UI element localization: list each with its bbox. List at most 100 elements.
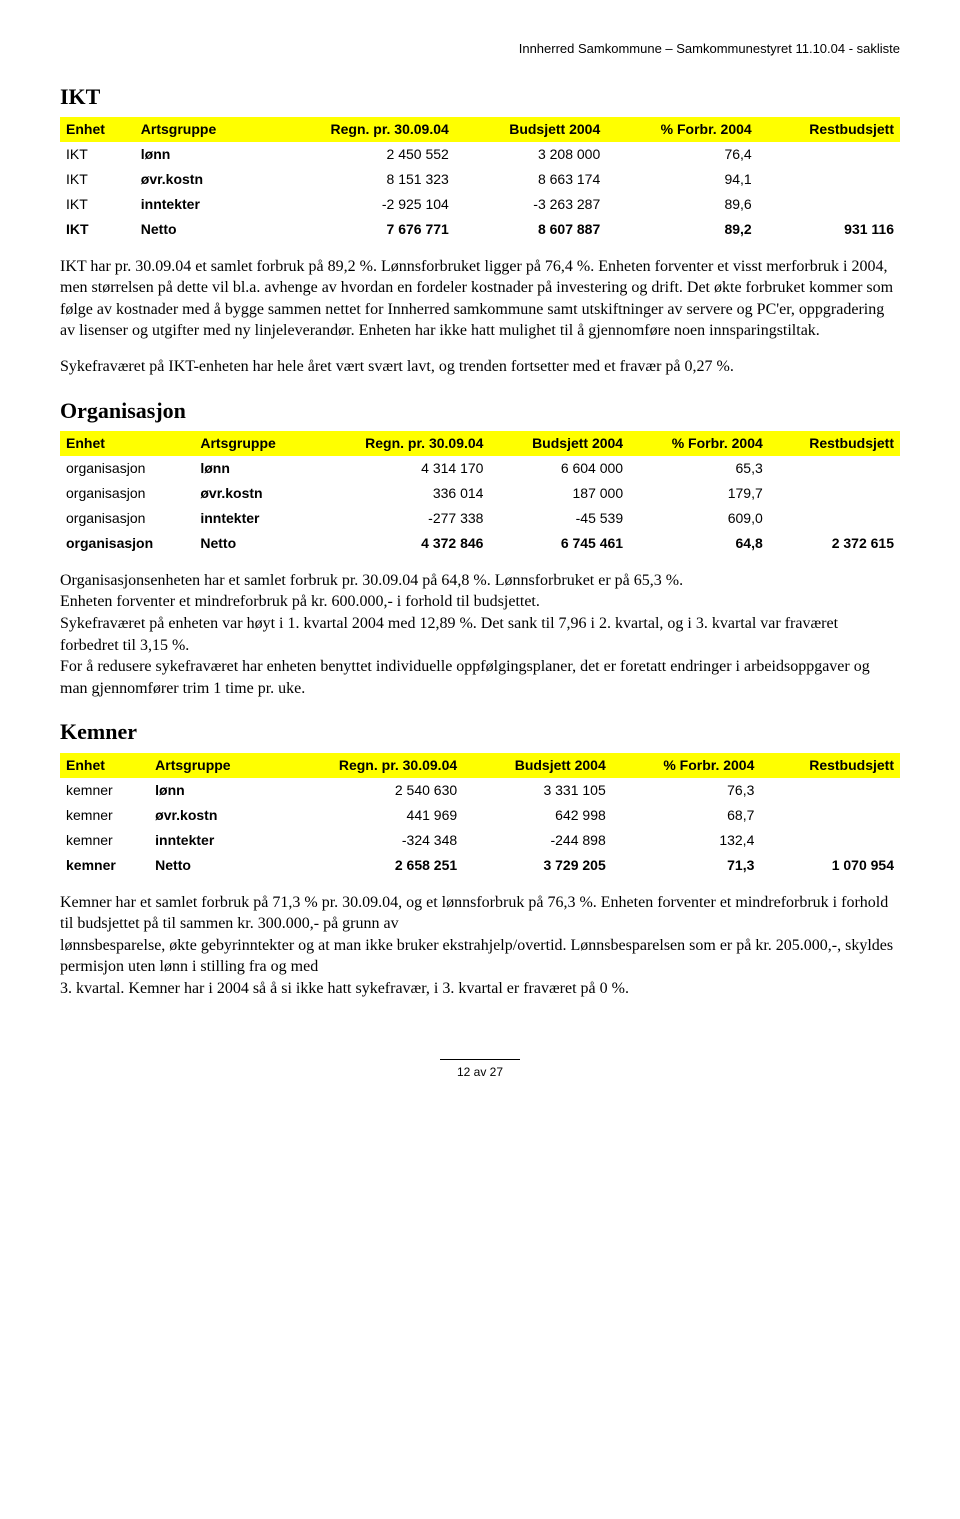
- col-budsjett: Budsjett 2004: [489, 431, 629, 456]
- page-footer: 12 av 27: [440, 1059, 520, 1080]
- table-header-row: Enhet Artsgruppe Regn. pr. 30.09.04 Buds…: [60, 431, 900, 456]
- cell-budsjett: 8 607 887: [455, 217, 606, 242]
- table-row: organisasjonlønn4 314 1706 604 00065,3: [60, 456, 900, 481]
- cell-forbr: 64,8: [629, 531, 769, 556]
- cell-enhet: organisasjon: [60, 481, 194, 506]
- cell-artsgruppe: lønn: [149, 778, 275, 803]
- cell-regn: 8 151 323: [263, 167, 455, 192]
- cell-budsjett: -244 898: [463, 828, 612, 853]
- cell-regn: -277 338: [313, 506, 490, 531]
- ikt-paragraph-2: Sykefraværet på IKT-enheten har hele åre…: [60, 356, 900, 378]
- table-row: organisasjoninntekter-277 338-45 539609,…: [60, 506, 900, 531]
- cell-budsjett: 6 745 461: [489, 531, 629, 556]
- cell-artsgruppe: lønn: [135, 142, 264, 167]
- cell-budsjett: 3 208 000: [455, 142, 606, 167]
- cell-enhet: IKT: [60, 142, 135, 167]
- cell-enhet: kemner: [60, 828, 149, 853]
- col-budsjett: Budsjett 2004: [463, 753, 612, 778]
- cell-artsgruppe: lønn: [194, 456, 313, 481]
- cell-regn: 4 314 170: [313, 456, 490, 481]
- col-forbr: % Forbr. 2004: [629, 431, 769, 456]
- cell-regn: 2 540 630: [275, 778, 463, 803]
- cell-rest: [760, 803, 900, 828]
- cell-regn: 7 676 771: [263, 217, 455, 242]
- cell-enhet: organisasjon: [60, 531, 194, 556]
- cell-budsjett: 3 729 205: [463, 853, 612, 878]
- table-header-row: Enhet Artsgruppe Regn. pr. 30.09.04 Buds…: [60, 753, 900, 778]
- table-header-row: Enhet Artsgruppe Regn. pr. 30.09.04 Buds…: [60, 117, 900, 142]
- cell-enhet: IKT: [60, 217, 135, 242]
- col-rest: Restbudsjett: [769, 431, 900, 456]
- cell-rest: [760, 778, 900, 803]
- kemner-table: Enhet Artsgruppe Regn. pr. 30.09.04 Buds…: [60, 753, 900, 877]
- section-title-ikt: IKT: [60, 82, 900, 112]
- cell-artsgruppe: inntekter: [135, 192, 264, 217]
- cell-forbr: 71,3: [612, 853, 761, 878]
- cell-enhet: organisasjon: [60, 456, 194, 481]
- col-regn: Regn. pr. 30.09.04: [275, 753, 463, 778]
- organisasjon-table-body: organisasjonlønn4 314 1706 604 00065,3or…: [60, 456, 900, 556]
- organisasjon-paragraph-2: Enheten forventer et mindreforbruk på kr…: [60, 591, 900, 613]
- cell-rest: 931 116: [758, 217, 900, 242]
- cell-rest: [769, 481, 900, 506]
- ikt-table: Enhet Artsgruppe Regn. pr. 30.09.04 Buds…: [60, 117, 900, 241]
- cell-regn: 2 658 251: [275, 853, 463, 878]
- col-artsgruppe: Artsgruppe: [194, 431, 313, 456]
- table-row: organisasjonøvr.kostn336 014187 000179,7: [60, 481, 900, 506]
- cell-rest: [760, 828, 900, 853]
- cell-budsjett: 8 663 174: [455, 167, 606, 192]
- col-rest: Restbudsjett: [758, 117, 900, 142]
- table-row: kemnerNetto2 658 2513 729 20571,31 070 9…: [60, 853, 900, 878]
- col-budsjett: Budsjett 2004: [455, 117, 606, 142]
- kemner-paragraph-3: 3. kvartal. Kemner har i 2004 så å si ik…: [60, 978, 900, 1000]
- table-row: IKTlønn2 450 5523 208 00076,4: [60, 142, 900, 167]
- organisasjon-paragraph-3: Sykefraværet på enheten var høyt i 1. kv…: [60, 613, 900, 656]
- table-row: IKTøvr.kostn8 151 3238 663 17494,1: [60, 167, 900, 192]
- cell-budsjett: 187 000: [489, 481, 629, 506]
- section-title-kemner: Kemner: [60, 717, 900, 747]
- organisasjon-paragraph-4: For å redusere sykefraværet har enheten …: [60, 656, 900, 699]
- col-artsgruppe: Artsgruppe: [149, 753, 275, 778]
- cell-forbr: 89,6: [606, 192, 757, 217]
- cell-budsjett: 642 998: [463, 803, 612, 828]
- cell-forbr: 94,1: [606, 167, 757, 192]
- cell-artsgruppe: Netto: [194, 531, 313, 556]
- cell-enhet: kemner: [60, 778, 149, 803]
- cell-artsgruppe: øvr.kostn: [194, 481, 313, 506]
- ikt-paragraph-1: IKT har pr. 30.09.04 et samlet forbruk p…: [60, 256, 900, 342]
- col-forbr: % Forbr. 2004: [606, 117, 757, 142]
- cell-rest: [758, 167, 900, 192]
- cell-enhet: kemner: [60, 803, 149, 828]
- cell-rest: [769, 506, 900, 531]
- cell-enhet: IKT: [60, 192, 135, 217]
- cell-forbr: 65,3: [629, 456, 769, 481]
- cell-rest: [758, 192, 900, 217]
- cell-budsjett: -3 263 287: [455, 192, 606, 217]
- kemner-paragraph-2: lønnsbesparelse, økte gebyrinntekter og …: [60, 935, 900, 978]
- cell-forbr: 89,2: [606, 217, 757, 242]
- cell-regn: 441 969: [275, 803, 463, 828]
- col-rest: Restbudsjett: [760, 753, 900, 778]
- kemner-table-body: kemnerlønn2 540 6303 331 10576,3kemnerøv…: [60, 778, 900, 878]
- table-row: kemnerøvr.kostn441 969642 99868,7: [60, 803, 900, 828]
- cell-artsgruppe: øvr.kostn: [135, 167, 264, 192]
- cell-artsgruppe: Netto: [135, 217, 264, 242]
- cell-forbr: 68,7: [612, 803, 761, 828]
- ikt-table-body: IKTlønn2 450 5523 208 00076,4IKTøvr.kost…: [60, 142, 900, 242]
- cell-budsjett: 3 331 105: [463, 778, 612, 803]
- cell-budsjett: 6 604 000: [489, 456, 629, 481]
- cell-forbr: 76,4: [606, 142, 757, 167]
- table-row: kemnerlønn2 540 6303 331 10576,3: [60, 778, 900, 803]
- col-enhet: Enhet: [60, 431, 194, 456]
- cell-artsgruppe: inntekter: [149, 828, 275, 853]
- cell-rest: [769, 456, 900, 481]
- cell-regn: -2 925 104: [263, 192, 455, 217]
- table-row: kemnerinntekter-324 348-244 898132,4: [60, 828, 900, 853]
- cell-forbr: 132,4: [612, 828, 761, 853]
- cell-rest: 1 070 954: [760, 853, 900, 878]
- cell-regn: -324 348: [275, 828, 463, 853]
- cell-enhet: kemner: [60, 853, 149, 878]
- cell-forbr: 179,7: [629, 481, 769, 506]
- page-header: Innherred Samkommune – Samkommunestyret …: [60, 40, 900, 58]
- cell-enhet: organisasjon: [60, 506, 194, 531]
